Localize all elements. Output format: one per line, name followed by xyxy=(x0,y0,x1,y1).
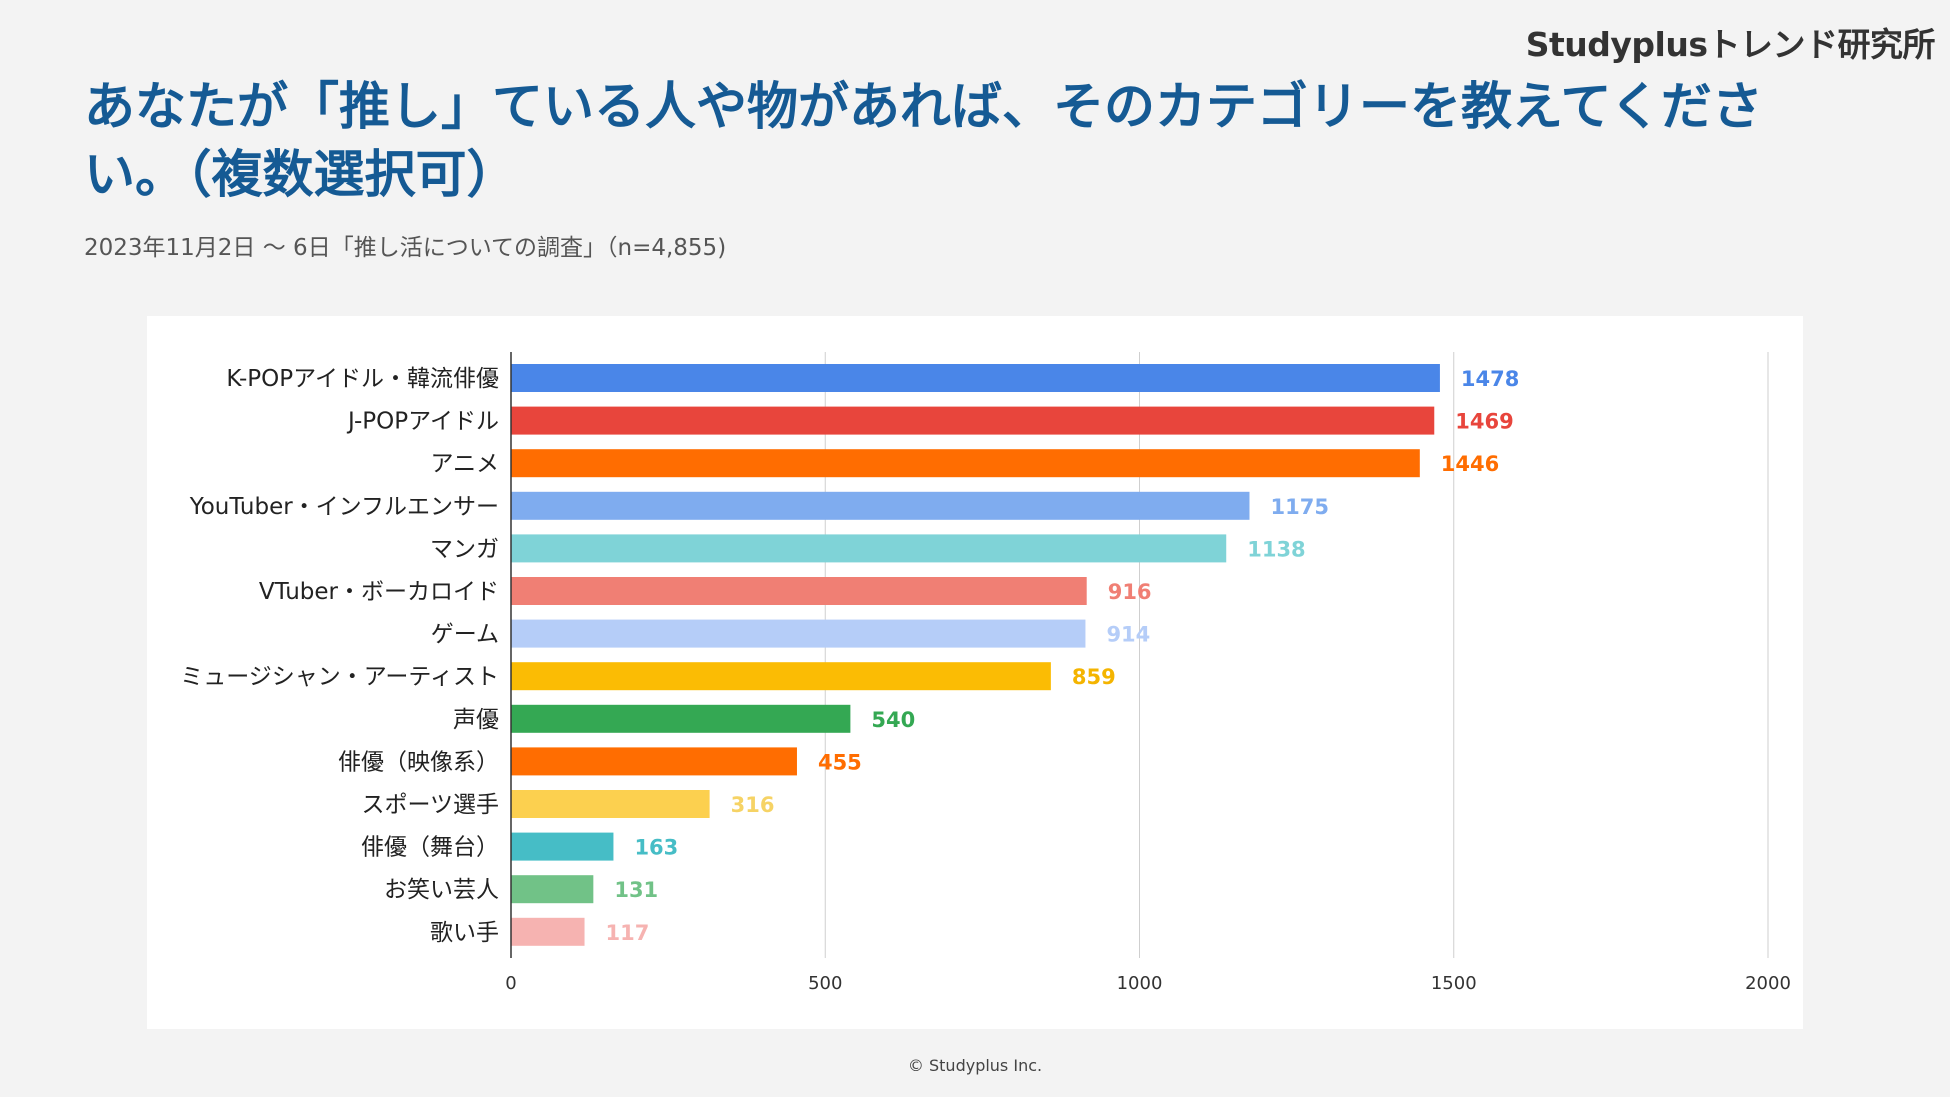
bar xyxy=(511,364,1440,392)
category-label: アニメ xyxy=(430,451,499,477)
value-label: 914 xyxy=(1106,623,1150,647)
value-label: 131 xyxy=(614,878,658,902)
x-tick-label: 500 xyxy=(808,973,842,994)
category-label: お笑い芸人 xyxy=(384,877,499,903)
survey-subtitle: 2023年11月2日 〜 6日「推し活についての調査」（n=4,855) xyxy=(84,235,727,261)
value-label: 916 xyxy=(1108,580,1152,604)
copyright-footer: © Studyplus Inc. xyxy=(907,1056,1043,1075)
value-label: 117 xyxy=(606,921,650,945)
value-labels: 1478 1469 1446 1175 1138 916 914 859 540 455 316 16… xyxy=(606,367,1520,945)
bar xyxy=(511,491,1250,520)
bar xyxy=(511,406,1435,435)
bar xyxy=(511,747,797,776)
value-label: 455 xyxy=(818,750,862,774)
bar xyxy=(511,534,1227,563)
bar xyxy=(511,917,585,946)
category-label: VTuber・ボーカロイド xyxy=(259,579,499,605)
x-tick-labels: 0 500 1000 1500 2000 xyxy=(505,973,1791,994)
category-label: YouTuber・インフルエンサー xyxy=(189,494,499,520)
x-tick-label: 1000 xyxy=(1117,973,1163,994)
page-title: あなたが「推し」ている人や物があれば、そのカテゴリーを教えてください。（複数選択… xyxy=(84,78,1763,205)
value-label: 540 xyxy=(871,708,915,732)
value-label: 1469 xyxy=(1455,410,1513,434)
value-label: 163 xyxy=(634,836,678,860)
category-label: ミュージシャン・アーティスト xyxy=(180,664,499,690)
category-label: 俳優（舞台） xyxy=(361,835,499,861)
category-label: J-POPアイドル xyxy=(346,409,499,435)
value-label: 1175 xyxy=(1270,495,1328,519)
bar xyxy=(511,619,1086,648)
category-label: 声優 xyxy=(453,707,499,733)
x-tick-label: 1500 xyxy=(1431,973,1477,994)
bar xyxy=(511,790,710,818)
category-label: マンガ xyxy=(430,536,499,562)
value-label: 1446 xyxy=(1441,452,1499,476)
gridlines xyxy=(824,352,1769,958)
value-label: 1138 xyxy=(1247,537,1305,561)
value-label: 1478 xyxy=(1461,367,1519,391)
bar xyxy=(511,704,851,733)
x-tick-label: 0 xyxy=(505,973,516,994)
bar xyxy=(511,875,594,904)
chart-panel: K-POPアイドル・韓流俳優 J-POPアイドルアニメ YouTuber・インフルエ… xyxy=(147,316,1803,1029)
value-label: 316 xyxy=(731,793,775,817)
category-label: スポーツ選手 xyxy=(361,792,499,818)
x-tick-label: 2000 xyxy=(1745,973,1791,994)
bar xyxy=(511,577,1087,605)
value-label: 859 xyxy=(1072,665,1116,689)
bar xyxy=(511,662,1051,691)
brand-logo: Studyplusトレンド研究所 xyxy=(1525,25,1936,64)
category-label: 俳優（映像系） xyxy=(338,749,499,775)
category-label: K-POPアイドル・韓流俳優 xyxy=(226,366,499,392)
bar xyxy=(511,449,1420,478)
category-label: ゲーム xyxy=(431,622,499,648)
bars xyxy=(511,364,1440,946)
category-label: 歌い手 xyxy=(430,920,499,946)
bar xyxy=(511,832,614,861)
